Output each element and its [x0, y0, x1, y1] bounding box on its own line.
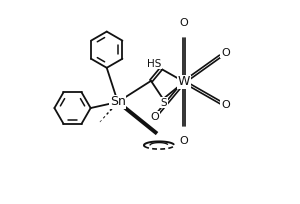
- Text: O: O: [151, 112, 159, 122]
- Text: S: S: [161, 98, 167, 108]
- Text: W: W: [178, 75, 190, 88]
- Text: Sn: Sn: [110, 95, 126, 109]
- Text: O: O: [180, 136, 189, 146]
- Text: HS: HS: [147, 59, 162, 69]
- Text: O: O: [180, 18, 189, 28]
- Text: O: O: [221, 100, 230, 110]
- Text: O: O: [221, 48, 230, 58]
- Text: O: O: [180, 18, 189, 28]
